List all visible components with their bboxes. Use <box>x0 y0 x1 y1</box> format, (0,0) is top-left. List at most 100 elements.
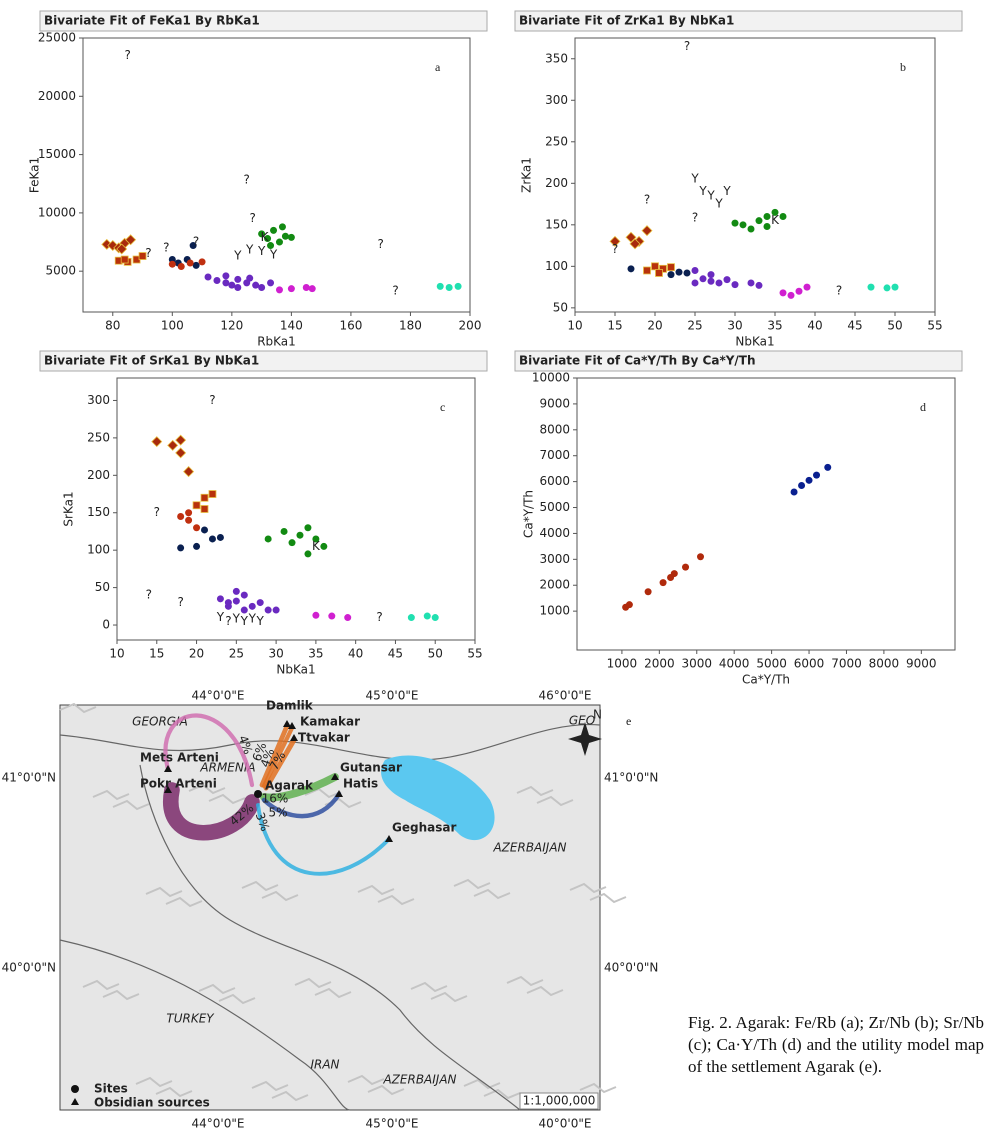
point-symbol: ? <box>193 235 199 249</box>
legend-site <box>71 1085 79 1093</box>
y-tick-label: 10000 <box>532 371 570 385</box>
point <box>184 467 194 477</box>
map-scale: 1:1,000,000 <box>523 1094 596 1108</box>
x-tick-label: 40 <box>807 319 822 333</box>
point <box>258 284 265 291</box>
point <box>682 564 689 571</box>
plot-frame <box>83 38 470 312</box>
y-tick-label: 200 <box>545 176 568 190</box>
point-symbol: ? <box>392 284 398 298</box>
point-symbol: K <box>261 230 270 244</box>
legend-label: Sites <box>94 1082 128 1096</box>
x-axis-label: NbKa1 <box>735 335 774 349</box>
map-background <box>60 705 600 1110</box>
x-tick-label: 50 <box>428 647 443 661</box>
x-tick-label: 30 <box>727 319 742 333</box>
point <box>225 603 232 610</box>
point <box>152 437 162 447</box>
x-tick-label: 40 <box>348 647 363 661</box>
point <box>806 477 813 484</box>
point <box>273 607 280 614</box>
point <box>177 513 184 520</box>
y-tick-label: 50 <box>95 580 110 594</box>
point <box>222 279 229 286</box>
point <box>279 223 286 230</box>
point <box>234 276 241 283</box>
point <box>177 544 184 551</box>
source-label: Mets Arteni <box>140 751 219 765</box>
map: 1:1,000,000NGEORGIAGEOARMENIAAZERBAIJANT… <box>60 699 626 1111</box>
point <box>217 595 224 602</box>
panel-letter: c <box>440 400 445 414</box>
point <box>193 502 200 509</box>
point-symbol: Y <box>256 614 265 628</box>
point-symbol: ? <box>163 240 169 254</box>
y-tick-label: 20000 <box>38 89 76 103</box>
point <box>185 509 192 516</box>
point <box>201 506 208 513</box>
point <box>732 220 739 227</box>
point <box>252 282 259 289</box>
x-tick-label: 50 <box>887 319 902 333</box>
x-tick-label: 15 <box>607 319 622 333</box>
point <box>288 285 295 292</box>
point <box>645 588 652 595</box>
point <box>320 543 327 550</box>
point <box>764 223 771 230</box>
y-tick-label: 300 <box>87 393 110 407</box>
point <box>804 284 811 291</box>
x-tick-label: 4000 <box>719 657 750 671</box>
y-tick-label: 25000 <box>38 31 76 45</box>
x-tick-label: 180 <box>399 319 422 333</box>
x-tick-label: 120 <box>220 319 243 333</box>
point <box>282 233 289 240</box>
point-symbol: Y <box>248 612 257 626</box>
longitude-label: 45°0'0"E <box>366 689 419 703</box>
y-axis-label: FeKa1 <box>28 157 42 193</box>
point <box>209 491 216 498</box>
point <box>656 269 663 276</box>
point <box>246 275 253 282</box>
y-axis-label: SrKa1 <box>62 491 76 526</box>
point <box>193 262 200 269</box>
y-tick-label: 8000 <box>539 422 570 436</box>
point-symbol: Y <box>722 184 731 198</box>
point <box>168 440 178 450</box>
point <box>205 274 212 281</box>
plot-frame <box>577 378 955 650</box>
country-label: AZERBAIJAN <box>492 841 566 855</box>
point <box>328 613 335 620</box>
point <box>756 282 763 289</box>
point-symbol: ? <box>146 588 152 602</box>
y-tick-label: 150 <box>87 505 110 519</box>
y-tick-label: 250 <box>87 430 110 444</box>
point-symbol: ? <box>684 39 690 53</box>
point <box>201 526 208 533</box>
x-tick-label: 9000 <box>906 657 937 671</box>
x-tick-label: 45 <box>388 647 403 661</box>
caption: Fig. 2. Agarak: Fe/Rb (a); Zr/Nb (b); Sr… <box>688 1012 984 1078</box>
point <box>296 532 303 539</box>
source-label: Gutansar <box>340 761 402 775</box>
x-tick-label: 3000 <box>681 657 712 671</box>
point-symbol: K <box>771 213 780 227</box>
panel-letter: e <box>626 714 631 728</box>
point <box>892 284 899 291</box>
y-tick-label: 150 <box>545 217 568 231</box>
point <box>868 284 875 291</box>
point-symbol: ? <box>124 48 130 62</box>
point <box>178 263 185 270</box>
legend-label: Obsidian sources <box>94 1096 210 1110</box>
point <box>724 276 731 283</box>
y-tick-label: 300 <box>545 93 568 107</box>
point-symbol: Y <box>232 612 241 626</box>
point <box>824 464 831 471</box>
point-symbol: Y <box>245 243 254 257</box>
point <box>628 265 635 272</box>
plot-frame <box>117 378 475 640</box>
share-label: 5% <box>268 806 287 820</box>
point <box>446 284 453 291</box>
point-symbol: ? <box>244 173 250 187</box>
x-tick-label: 6000 <box>794 657 825 671</box>
point-symbol: ? <box>376 610 382 624</box>
